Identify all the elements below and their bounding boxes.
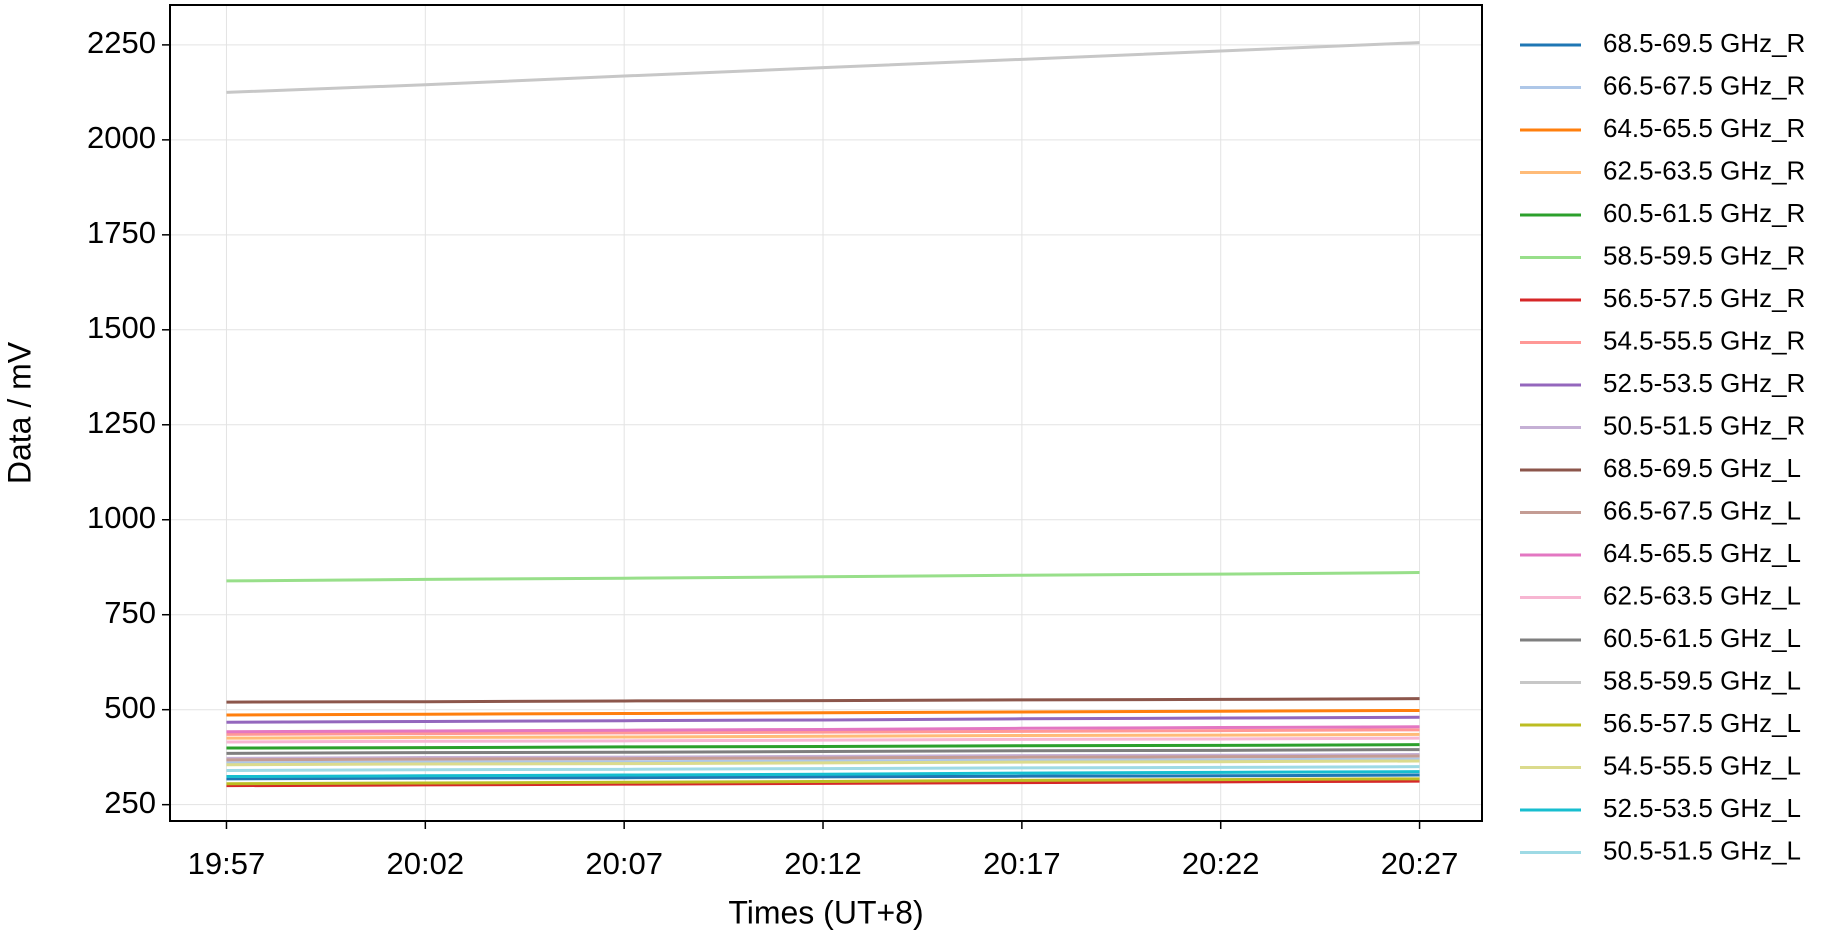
legend-label: 64.5-65.5 GHz_L [1603,538,1801,568]
series-line [226,715,1420,724]
legend-label: 62.5-63.5 GHz_L [1603,580,1801,610]
x-tick-label: 19:57 [188,846,266,881]
series-line [226,736,1420,744]
legend-label: 66.5-67.5 GHz_L [1603,495,1801,525]
x-tick-label: 20:07 [585,846,663,881]
legend-label: 60.5-61.5 GHz_L [1603,623,1801,653]
legend-label: 60.5-61.5 GHz_R [1603,198,1805,228]
x-tick-label: 20:22 [1182,846,1260,881]
y-axis-label: Data / mV [1,341,37,484]
x-axis-label: Times (UT+8) [728,894,923,930]
legend-label: 50.5-51.5 GHz_L [1603,835,1801,865]
series-line [226,777,1420,786]
series-line [226,753,1420,760]
series-line [226,773,1420,781]
series-line [226,754,1420,762]
y-tick-label: 2250 [87,25,156,60]
series-line [226,748,1420,755]
legend-label: 68.5-69.5 GHz_R [1603,28,1805,58]
series-line [226,41,1420,94]
series-line [226,571,1420,583]
y-tick-label: 1750 [87,215,156,250]
y-tick-label: 1250 [87,405,156,440]
x-tick-label: 20:17 [983,846,1061,881]
y-tick-label: 750 [104,595,156,630]
y-tick-label: 250 [104,785,156,820]
legend-label: 56.5-57.5 GHz_L [1603,708,1801,738]
legend-label: 68.5-69.5 GHz_L [1603,453,1801,483]
legend-label: 50.5-51.5 GHz_R [1603,410,1805,440]
legend-label: 52.5-53.5 GHz_L [1603,793,1801,823]
series-line [226,757,1420,765]
legend-label: 64.5-65.5 GHz_R [1603,113,1805,143]
series-line [226,728,1420,736]
series-line [226,759,1420,767]
y-tick-label: 1000 [87,500,156,535]
plot-frame [169,4,1483,822]
series-line [226,765,1420,772]
x-tick-label: 20:27 [1381,846,1459,881]
series-line [226,743,1420,750]
y-tick-label: 2000 [87,120,156,155]
series-line [226,779,1420,788]
legend-label: 54.5-55.5 GHz_L [1603,750,1801,780]
legend-label: 52.5-53.5 GHz_R [1603,368,1805,398]
legend-label: 66.5-67.5 GHz_R [1603,70,1805,100]
legend-label: 56.5-57.5 GHz_R [1603,283,1805,313]
series-line [226,770,1420,779]
x-tick-label: 20:02 [387,846,465,881]
series-line [226,732,1420,740]
series-line [226,725,1420,734]
y-tick-label: 1500 [87,310,156,345]
series-line [226,697,1420,704]
x-tick-label: 20:12 [784,846,862,881]
series-line [226,708,1420,717]
legend-label: 58.5-59.5 GHz_R [1603,240,1805,270]
y-tick-label: 500 [104,690,156,725]
legend-label: 62.5-63.5 GHz_R [1603,155,1805,185]
legend-label: 54.5-55.5 GHz_R [1603,325,1805,355]
legend-label: 58.5-59.5 GHz_L [1603,665,1801,695]
